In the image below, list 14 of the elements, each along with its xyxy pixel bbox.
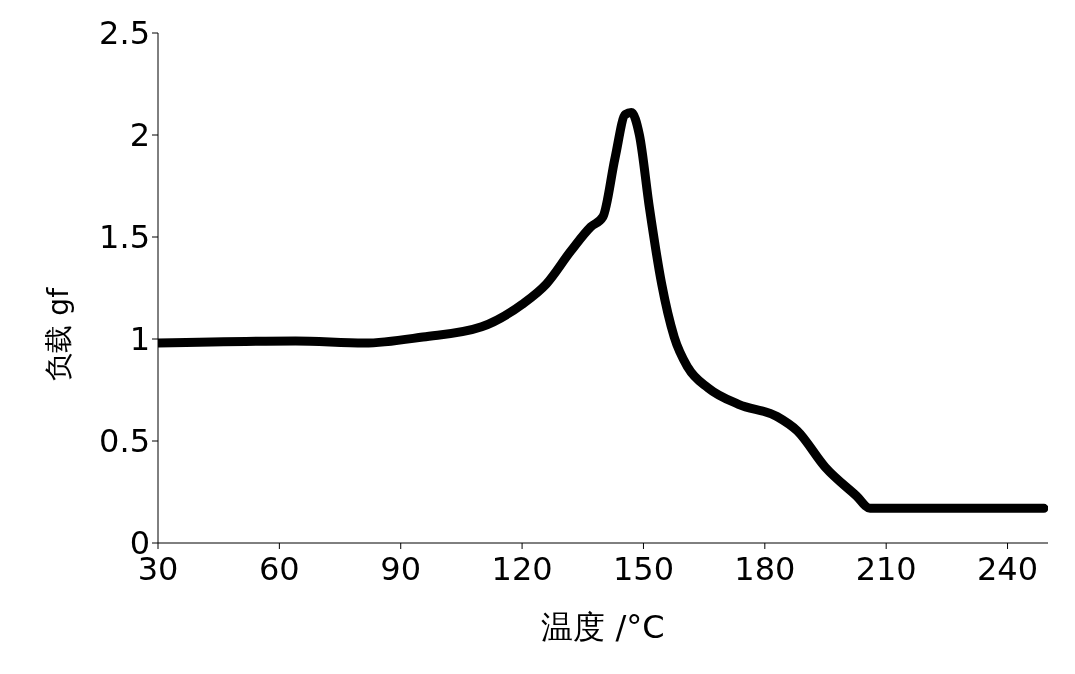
y-tick-label: 1 (129, 320, 150, 359)
x-axis-title: 温度 /°C (541, 608, 665, 646)
x-tick-label: 180 (734, 549, 796, 588)
y-tick-label: 0.5 (99, 422, 150, 461)
y-axis-title: 负载 gf (41, 286, 75, 381)
x-tick-label: 150 (612, 549, 674, 588)
y-tick-label: 1.5 (99, 218, 150, 257)
y-tick-label: 2.5 (99, 14, 150, 53)
x-tick-label: 90 (380, 549, 422, 588)
x-tick-label: 120 (491, 549, 553, 588)
x-tick-label: 210 (855, 549, 917, 588)
y-tick-label: 2 (129, 116, 150, 155)
x-tick-label: 240 (977, 549, 1039, 588)
x-tick-label: 60 (259, 549, 300, 588)
